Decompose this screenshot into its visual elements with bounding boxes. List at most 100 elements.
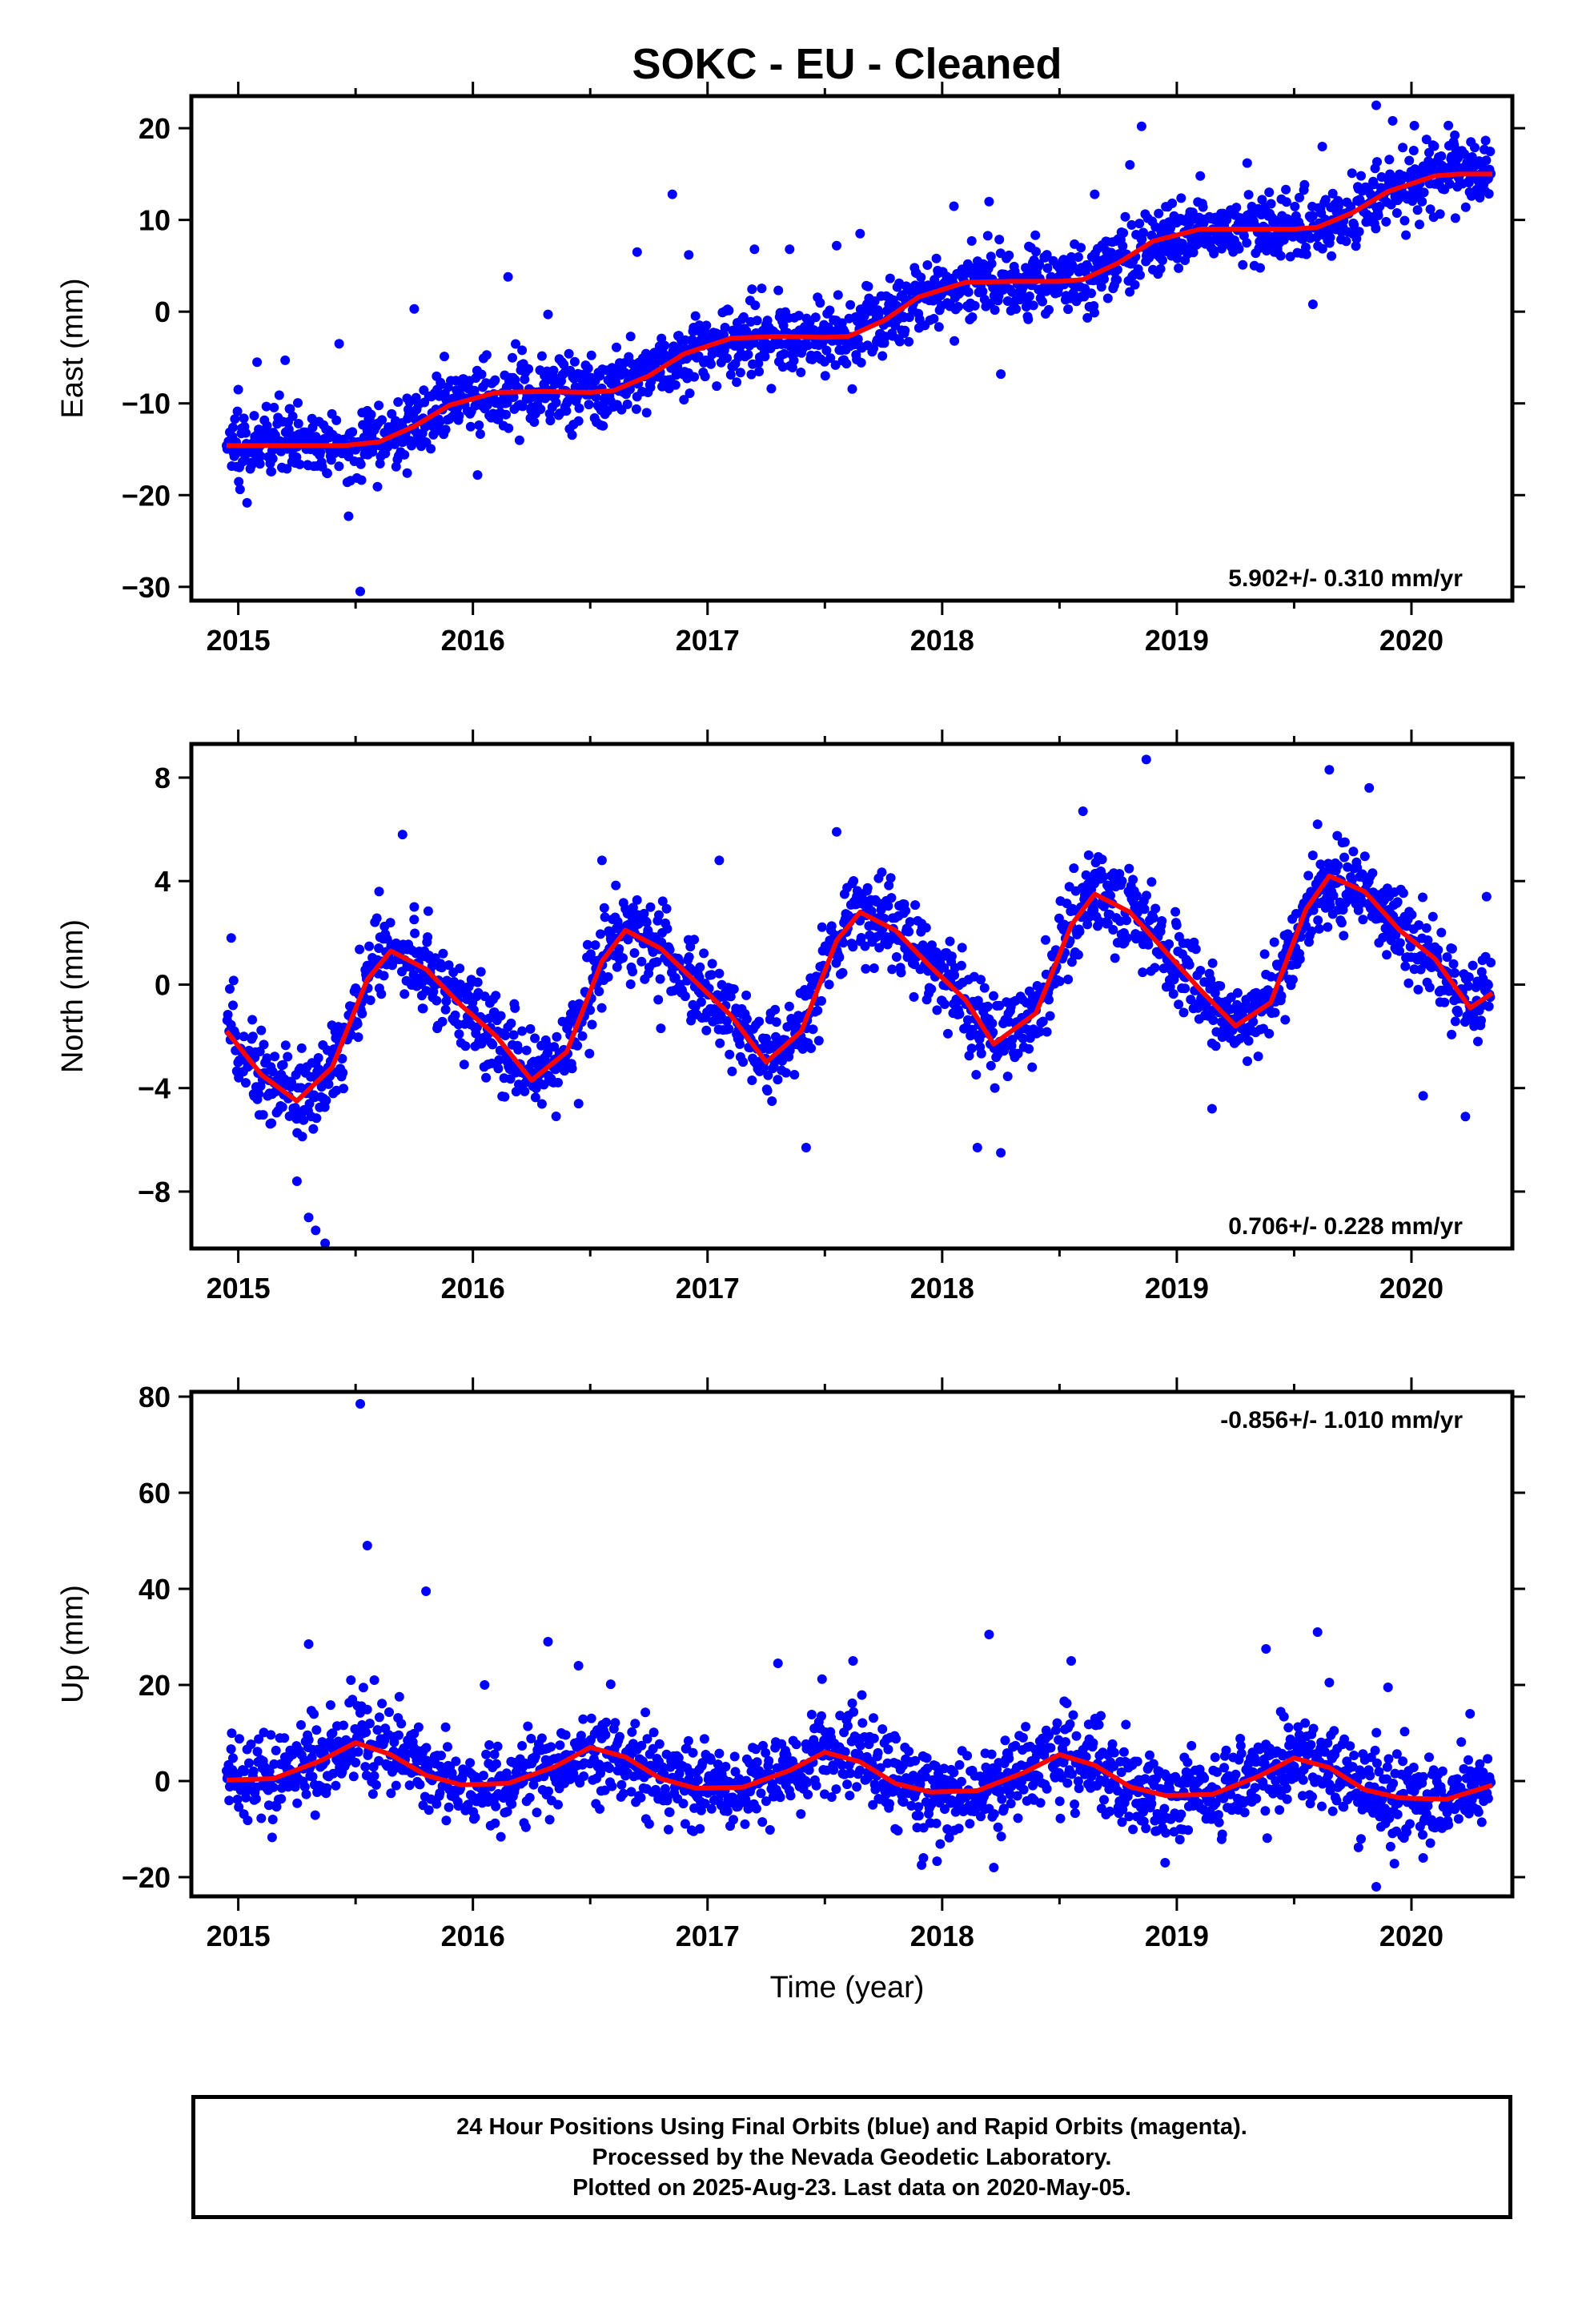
data-point xyxy=(855,1740,865,1751)
data-point xyxy=(357,1008,367,1019)
data-point xyxy=(857,1718,868,1728)
data-point xyxy=(696,997,706,1007)
data-point xyxy=(355,459,366,469)
data-point xyxy=(1110,953,1120,963)
data-point xyxy=(491,991,501,1001)
data-point xyxy=(262,420,272,431)
data-point xyxy=(228,975,239,986)
data-point xyxy=(511,339,520,349)
data-point xyxy=(590,940,600,951)
data-point xyxy=(543,1047,553,1058)
data-point xyxy=(1450,968,1460,978)
data-point xyxy=(869,963,879,973)
y-tick-label: −10 xyxy=(122,388,171,420)
data-point xyxy=(921,1753,932,1763)
data-point xyxy=(1447,943,1457,954)
data-point xyxy=(371,1779,381,1790)
data-point xyxy=(1172,253,1182,263)
data-point xyxy=(1024,292,1034,301)
outlier-point xyxy=(1312,819,1323,830)
data-point xyxy=(940,1804,950,1814)
data-point xyxy=(944,1832,954,1843)
data-point xyxy=(838,938,849,948)
data-point xyxy=(945,936,955,947)
data-point xyxy=(847,1698,857,1708)
data-point xyxy=(235,485,245,495)
data-point xyxy=(1157,916,1167,926)
data-point xyxy=(962,1751,973,1761)
x-tick-label: 2020 xyxy=(1379,624,1443,657)
data-point xyxy=(1083,262,1093,272)
data-point xyxy=(727,1066,737,1076)
data-point xyxy=(267,1832,277,1843)
data-point xyxy=(868,1799,878,1810)
data-point xyxy=(1168,989,1178,999)
data-point xyxy=(311,1113,322,1124)
data-point xyxy=(767,1096,777,1106)
data-point xyxy=(1102,293,1113,304)
data-point xyxy=(356,475,367,485)
data-point xyxy=(855,1765,865,1775)
data-point xyxy=(714,968,725,979)
data-point xyxy=(283,1051,293,1062)
data-point xyxy=(572,1040,583,1051)
outlier-point xyxy=(996,369,1006,380)
data-point xyxy=(761,1033,771,1043)
data-point xyxy=(626,1787,636,1797)
data-point xyxy=(673,361,683,372)
data-point xyxy=(1118,241,1128,251)
data-point xyxy=(1090,308,1099,318)
data-point xyxy=(530,1092,540,1103)
data-point xyxy=(1174,999,1184,1010)
data-point xyxy=(1042,1027,1052,1037)
data-point xyxy=(444,1802,454,1812)
data-point xyxy=(321,1096,331,1106)
x-tick-label: 2019 xyxy=(1145,1272,1209,1305)
data-point xyxy=(271,1802,282,1812)
data-point xyxy=(905,917,915,927)
data-point xyxy=(622,399,632,409)
data-point xyxy=(246,1739,256,1750)
data-point xyxy=(567,430,577,440)
data-point xyxy=(808,1024,818,1035)
data-point xyxy=(226,1744,236,1755)
data-point xyxy=(1413,984,1423,995)
data-point xyxy=(465,1758,476,1768)
data-point xyxy=(1063,304,1074,315)
data-point xyxy=(910,1755,921,1766)
data-point xyxy=(255,451,266,461)
data-point xyxy=(293,419,303,428)
data-point xyxy=(904,336,914,347)
data-point xyxy=(1073,950,1083,960)
data-point xyxy=(618,1788,628,1799)
outlier-point xyxy=(832,826,841,837)
data-point xyxy=(817,1711,826,1721)
data-point xyxy=(1356,171,1366,181)
outlier-point xyxy=(801,1143,811,1152)
data-point xyxy=(1045,1011,1055,1021)
data-point xyxy=(400,449,410,460)
data-point xyxy=(489,1749,500,1759)
data-point xyxy=(444,960,454,971)
data-point xyxy=(500,1092,510,1102)
data-point xyxy=(612,342,621,352)
data-point xyxy=(763,1070,773,1080)
y-tick-label: 20 xyxy=(139,112,171,145)
data-point xyxy=(806,1710,817,1719)
data-point xyxy=(845,1768,856,1779)
outlier-point xyxy=(1207,1104,1217,1114)
data-point xyxy=(1034,1027,1045,1037)
data-point xyxy=(587,1019,597,1030)
data-point xyxy=(598,420,608,431)
data-point xyxy=(480,991,490,1002)
data-point xyxy=(595,1803,605,1814)
data-point xyxy=(655,974,665,984)
data-point xyxy=(618,953,628,963)
data-point xyxy=(1382,950,1392,960)
data-point xyxy=(657,1762,668,1772)
data-point xyxy=(1450,130,1460,140)
data-point xyxy=(1013,1048,1023,1059)
y-tick-label: −20 xyxy=(122,479,171,512)
outlier-point xyxy=(402,468,412,478)
data-point xyxy=(1307,211,1318,221)
